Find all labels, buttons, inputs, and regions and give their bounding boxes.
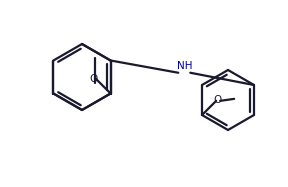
- Text: O: O: [89, 74, 97, 84]
- Text: NH: NH: [177, 61, 192, 71]
- Text: O: O: [213, 95, 221, 105]
